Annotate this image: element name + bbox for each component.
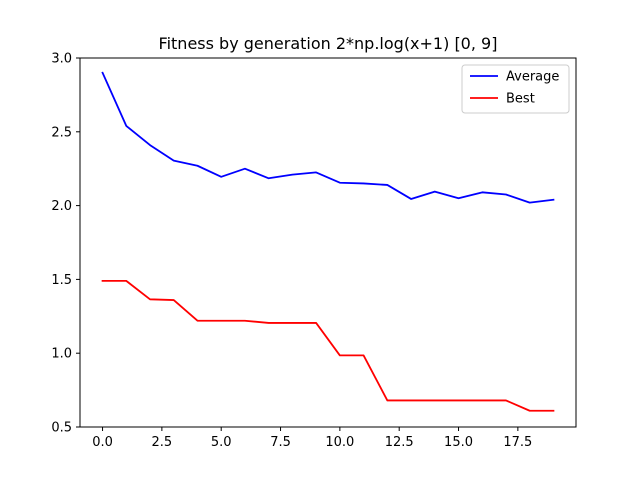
y-tick-label: 2.0 bbox=[51, 199, 72, 214]
x-tick-label: 5.0 bbox=[211, 435, 232, 450]
y-tick-label: 2.5 bbox=[51, 125, 72, 140]
legend: Average Best bbox=[462, 65, 569, 113]
y-tick-label: 1.5 bbox=[51, 273, 72, 288]
x-tick-label: 2.5 bbox=[152, 435, 173, 450]
x-tick-label: 15.0 bbox=[444, 435, 473, 450]
y-tick-label: 0.5 bbox=[51, 421, 72, 436]
x-tick-label: 12.5 bbox=[385, 435, 414, 450]
legend-label: Average bbox=[506, 70, 559, 85]
y-tick-label: 1.0 bbox=[51, 347, 72, 362]
x-tick-label: 0.0 bbox=[92, 435, 113, 450]
legend-label: Best bbox=[506, 92, 535, 107]
y-tick-label: 3.0 bbox=[51, 52, 72, 67]
x-tick-label: 17.5 bbox=[503, 435, 532, 450]
x-tick-label: 10.0 bbox=[325, 435, 354, 450]
x-tick-label: 7.5 bbox=[270, 435, 291, 450]
chart-title: Fitness by generation 2*np.log(x+1) [0, … bbox=[159, 34, 498, 53]
